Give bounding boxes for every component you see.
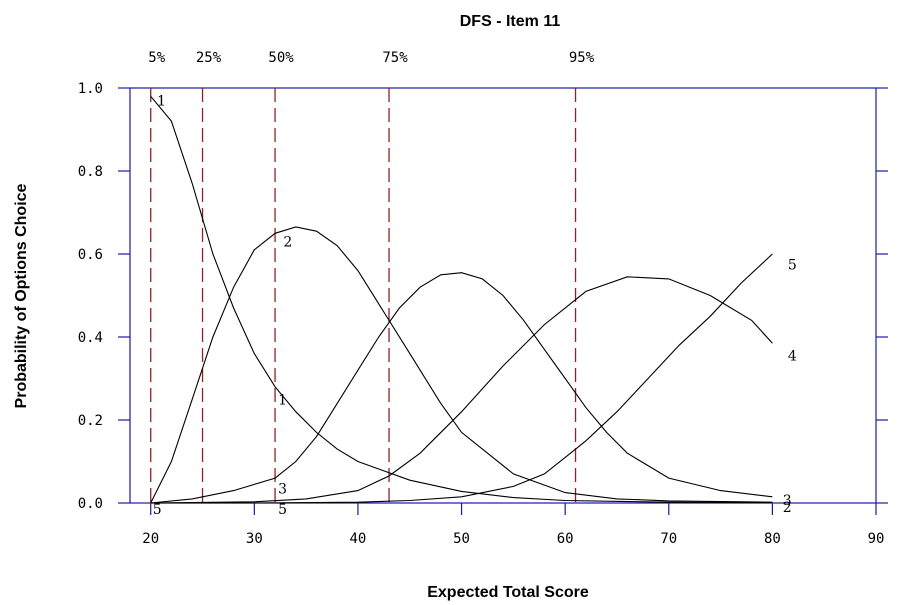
percentile-label: 5% xyxy=(148,50,165,66)
curve-label-1: 1 xyxy=(157,93,166,109)
curve-label-2: 2 xyxy=(783,500,792,516)
curve-label-2: 2 xyxy=(283,235,292,251)
percentile-label: 75% xyxy=(382,50,408,66)
curve-label-1: 1 xyxy=(278,392,287,408)
y-axis-label: Probability of Options Choice xyxy=(13,183,30,408)
percentile-label: 25% xyxy=(196,50,222,66)
x-tick-label: 50 xyxy=(453,531,470,547)
x-tick-label: 60 xyxy=(557,531,574,547)
x-tick-label: 30 xyxy=(246,531,263,547)
percentile-lines: 5% 25% 50% 75% 95% xyxy=(148,50,595,503)
x-tick-label: 20 xyxy=(142,531,159,547)
y-tick-label: 0.0 xyxy=(78,496,103,512)
x-tick-label: 90 xyxy=(868,531,885,547)
plot-frame xyxy=(129,87,877,504)
plot-border xyxy=(129,87,877,504)
y-tick-label: 0.8 xyxy=(78,164,103,180)
x-tick-label: 40 xyxy=(350,531,367,547)
curve-label-5: 5 xyxy=(153,502,162,518)
x-axis-label: Expected Total Score xyxy=(427,584,589,601)
x-tick-label: 70 xyxy=(660,531,677,547)
option-curve-3 xyxy=(150,272,773,504)
option-curves xyxy=(150,95,773,504)
option-curve-4 xyxy=(150,276,773,504)
option-curve-5 xyxy=(150,253,773,504)
curve-label-5: 5 xyxy=(788,257,797,273)
y-tick-label: 0.2 xyxy=(78,413,103,429)
curve-label-5: 5 xyxy=(278,502,287,518)
y-tick-label: 1.0 xyxy=(78,81,103,97)
option-curve-2 xyxy=(150,226,773,504)
curve-label-3: 3 xyxy=(278,481,287,497)
percentile-label: 50% xyxy=(268,50,294,66)
y-tick-label: 0.6 xyxy=(78,247,103,263)
y-tick-label: 0.4 xyxy=(78,330,103,346)
curve-label-3: 3 xyxy=(783,493,792,509)
option-curve-1 xyxy=(150,95,773,504)
axis-ticks: 20 30 40 50 60 70 80 90 0.0 0.2 0.4 0.6 0.8 1.0 xyxy=(78,81,888,547)
curve-label-4: 4 xyxy=(788,349,797,365)
x-tick-label: 80 xyxy=(764,531,781,547)
percentile-label: 95% xyxy=(569,50,595,66)
chart-title: DFS - Item 11 xyxy=(460,13,561,30)
